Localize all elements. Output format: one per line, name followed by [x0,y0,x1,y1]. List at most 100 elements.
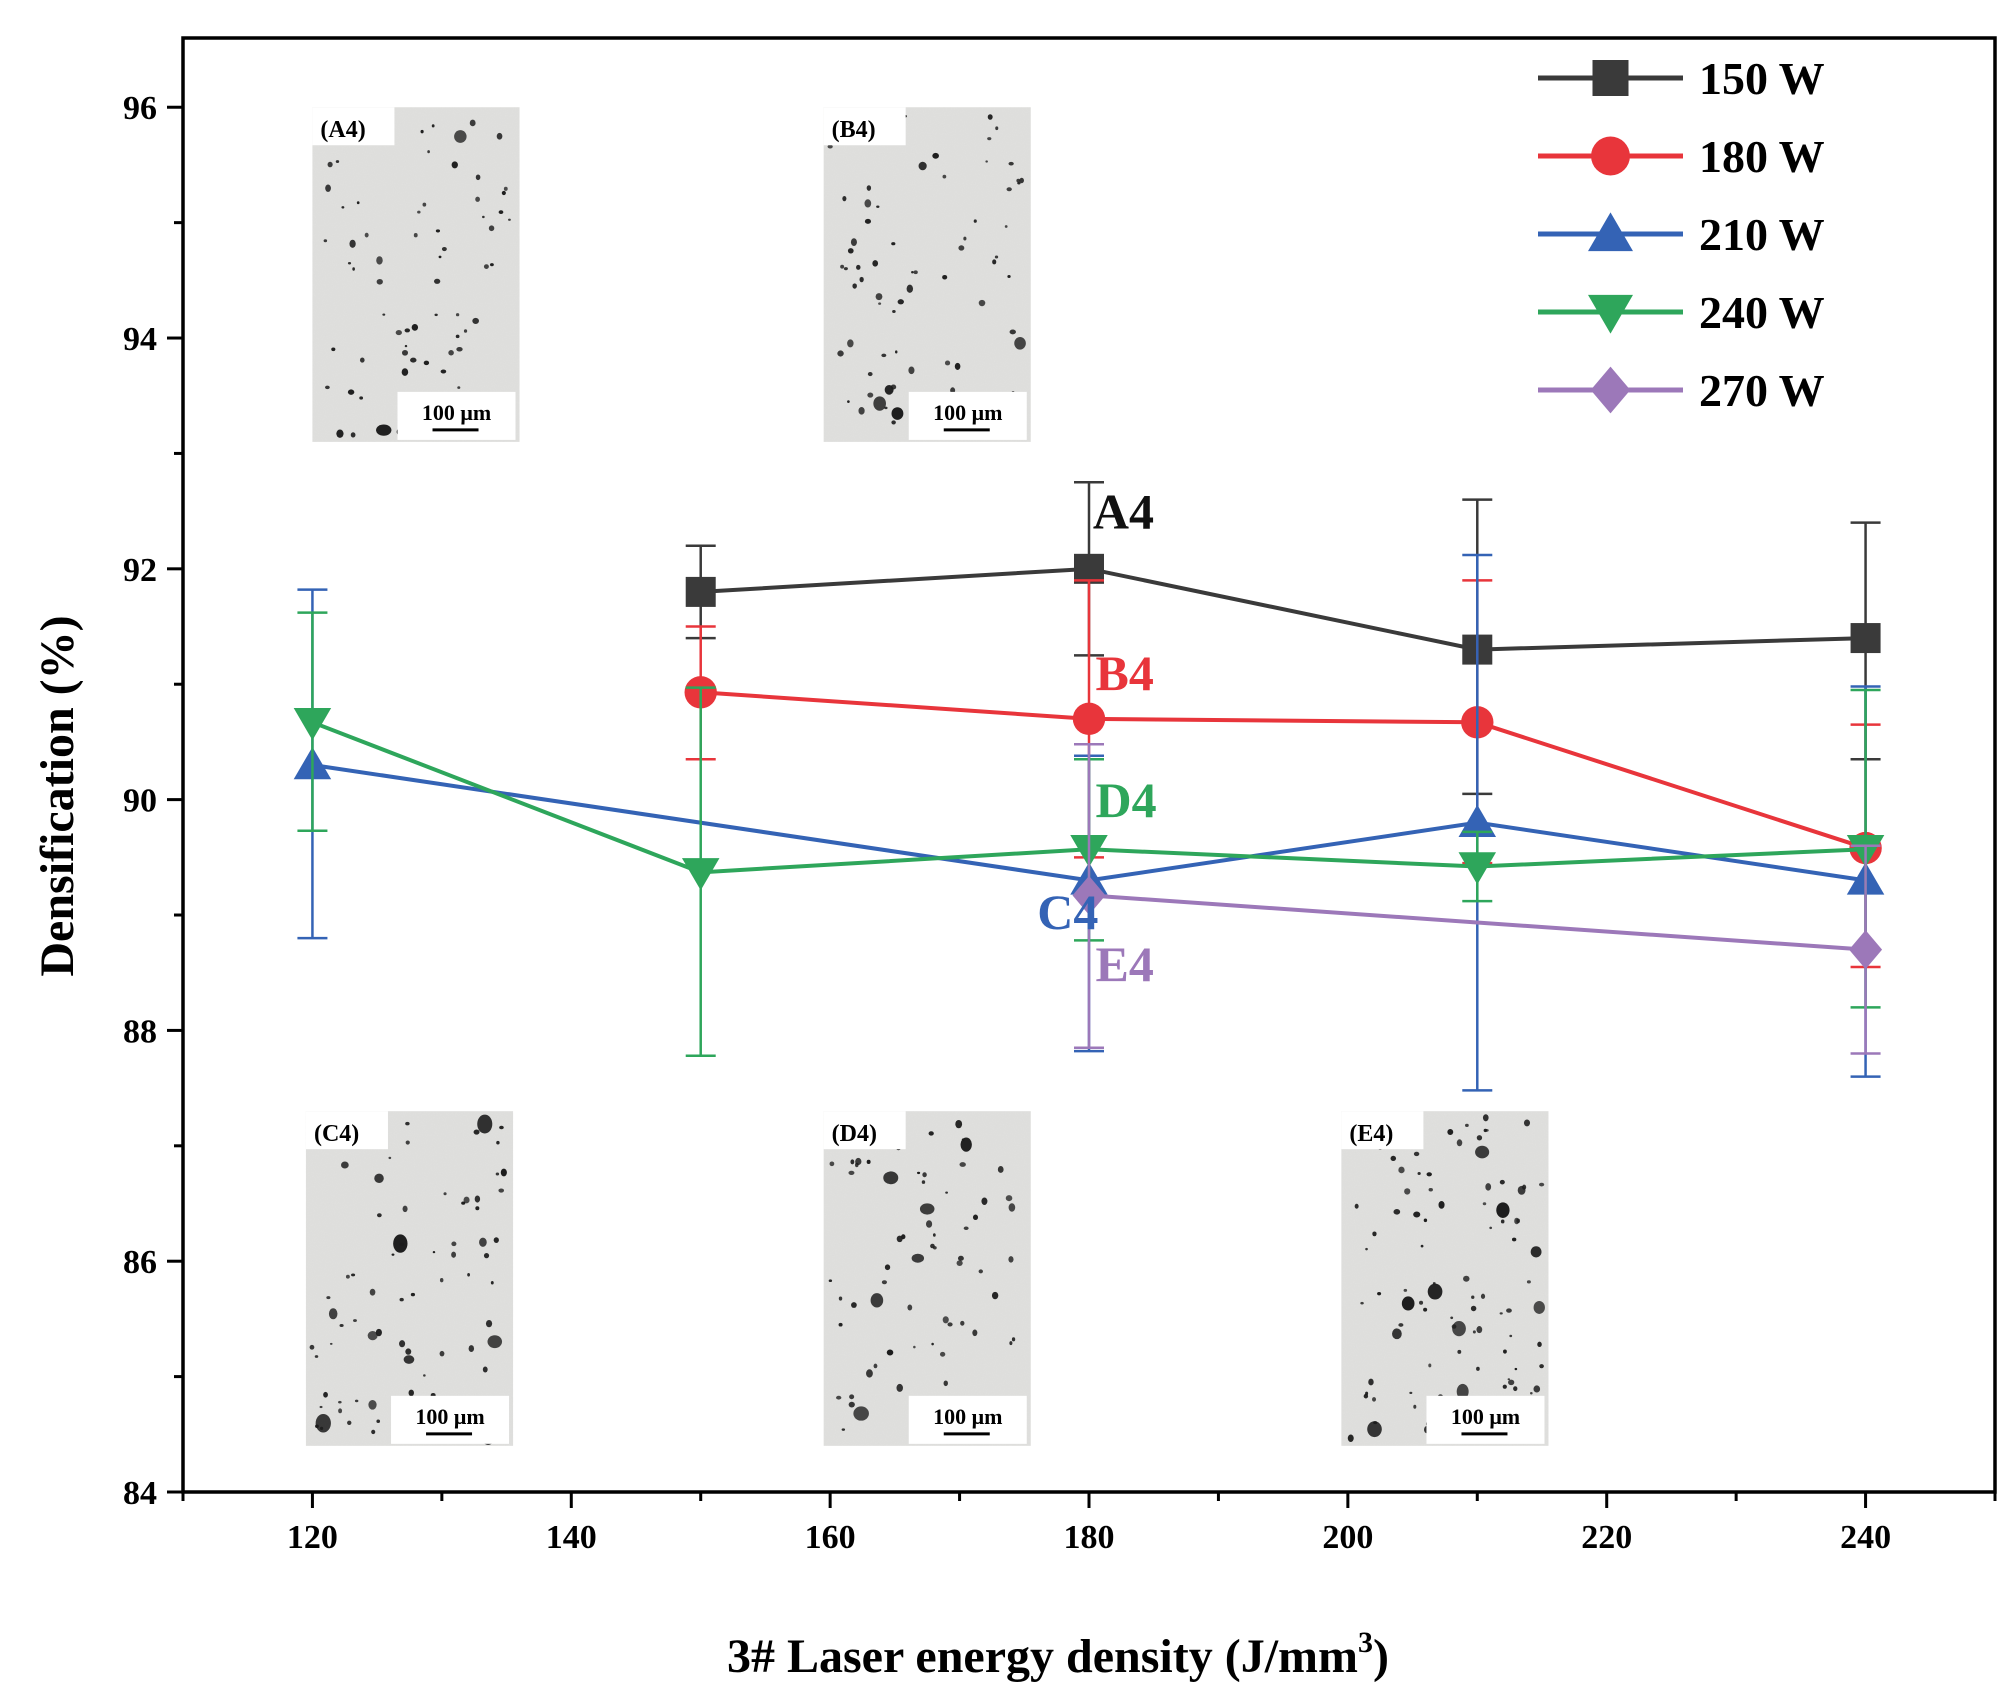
inset-pore [858,407,865,415]
legend-entry: 210 W [1538,209,1825,260]
inset-pore [376,256,383,265]
annotation-label: B4 [1095,645,1153,701]
inset-pore [451,1241,457,1247]
marker-circle [1072,702,1106,736]
x-axis-label-sup: 3 [1358,1626,1373,1659]
marker-triangle-up [1588,212,1633,252]
inset-pore [850,1159,855,1165]
inset-pore [972,1214,979,1221]
inset-pore [435,229,441,233]
inset-pore [354,1399,359,1403]
marker-square [1850,623,1881,654]
inset-pore [1426,1172,1432,1177]
legend-label: 270 W [1699,365,1825,416]
inset-pore [496,132,503,140]
inset-pore [827,144,833,149]
inset-micrograph-4: (D4) 100 μm [823,1111,1031,1446]
inset-pore [439,1350,445,1357]
inset-pore [1509,1334,1513,1338]
inset-pore [867,392,874,398]
inset-pore [932,152,939,159]
inset-pore [495,1172,500,1176]
inset-pore [947,1322,953,1327]
micrograph-insets: (A4) 100 μm (B4) 100 μm (C4) 100 μm (D4) 100 μm… [305,107,1549,1446]
annotation-label: E4 [1095,936,1153,992]
inset-pore [1423,1218,1428,1223]
inset-pore [401,368,409,376]
inset-pore [329,1342,333,1345]
inset-pore [1508,1379,1515,1386]
inset-pore [438,255,442,259]
inset-pore [455,334,460,339]
x-tick-label: 200 [1322,1519,1373,1556]
axes: 120 140 160 180 200 220 240 84 86 88 90 92 94 96 [123,36,1997,1556]
inset-pore [842,196,847,202]
inset-label-bg [312,107,395,146]
inset-pore [417,210,421,214]
inset-pore [1447,1128,1454,1136]
inset-pore [403,1355,415,1364]
marker-square [1592,60,1629,96]
inset-pore [956,1260,963,1267]
inset-pore [891,420,896,425]
inset-pore [469,119,476,127]
inset-pore [1438,1200,1445,1209]
inset-pore [1360,1301,1364,1305]
inset-pore [413,233,418,238]
legend-label: 180 W [1699,131,1825,182]
y-tick-label: 90 [123,783,157,820]
inset-pore [1009,1341,1013,1346]
inset-pore [873,1363,878,1369]
inset-pore [1427,1283,1443,1300]
inset-pore [1017,181,1021,185]
inset-pore [875,293,883,301]
inset-pore [404,344,408,348]
inset-pore [468,1345,475,1353]
inset-pore [405,1140,410,1145]
inset-pore [864,199,872,208]
series [293,481,1885,1092]
inset-pore [1423,1307,1428,1312]
inset-pore [463,329,468,333]
inset-scalebar-text: 100 μm [415,1404,484,1429]
inset-pore [364,232,369,238]
inset-pore [498,210,504,215]
inset-pore [866,185,872,191]
inset-pore [331,347,336,352]
series-150w [685,481,1881,796]
inset-pore [508,218,511,221]
inset-pore [472,317,480,324]
x-tick-label: 140 [546,1519,597,1556]
inset-pore [1373,1421,1378,1425]
inset-pore [1413,1151,1420,1157]
inset-pore [895,350,898,354]
inset-pore [477,1114,493,1134]
inset-pore [359,357,365,363]
inset-pore [908,366,915,375]
inset-pore [1539,1182,1545,1187]
inset-pore [856,264,861,270]
inset-pore [987,137,992,141]
inset-pore [411,323,419,331]
series-270w [1072,742,1883,1055]
inset-pore [864,218,872,224]
inset-pore [405,1348,412,1355]
inset-micrograph-3: (C4) 100 μm [305,1111,514,1446]
inset-pore [911,1253,925,1263]
inset-pore [410,357,417,363]
inset-pore [1514,1217,1520,1225]
inset-texture [305,1111,514,1446]
inset-pore [944,360,951,366]
inset-label-bg [823,1111,906,1150]
inset-pore [1409,1391,1413,1395]
inset-pore [1393,1209,1401,1215]
inset-pore [448,350,454,356]
inset-pore [881,1280,887,1285]
inset-pore [913,270,918,275]
inset-pore [323,239,328,243]
marker-diamond [1849,930,1883,970]
inset-pore [878,302,882,305]
inset-pore [1450,1316,1454,1320]
inset-pore [892,310,896,313]
